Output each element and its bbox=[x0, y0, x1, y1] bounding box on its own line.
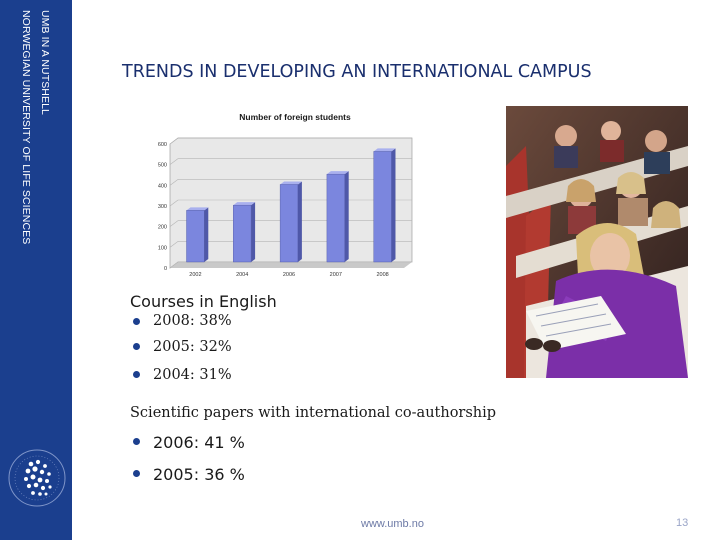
chart-bar-top bbox=[280, 181, 302, 185]
chart-xtick-label: 2006 bbox=[283, 272, 295, 278]
papers-heading: Scientific papers with international co-… bbox=[130, 405, 497, 421]
chart-bar bbox=[279, 184, 299, 263]
sidebar-university-label: NORWEGIAN UNIVERSITY OF LIFE SCIENCES bbox=[20, 10, 32, 245]
chart-xtick-label: 2004 bbox=[236, 272, 248, 278]
chart-ytick-label: 400 bbox=[158, 183, 167, 189]
chart-bar-side bbox=[391, 148, 396, 262]
chart-bar-side bbox=[251, 202, 256, 262]
chart-ytick-label: 600 bbox=[158, 142, 167, 148]
chart-gridline-depth bbox=[169, 158, 179, 165]
chart-bar-side bbox=[344, 171, 349, 262]
courses-item-2004: 2004: 31% bbox=[153, 367, 232, 383]
students-lecture-hall-photo bbox=[506, 106, 688, 378]
chart-bar-top bbox=[326, 171, 349, 175]
courses-item-2008: 2008: 38% bbox=[153, 313, 232, 329]
bullet-dot bbox=[133, 470, 140, 477]
chart-xtick-label: 2008 bbox=[376, 272, 388, 278]
courses-heading: Courses in English bbox=[130, 292, 277, 311]
chart-title: Number of foreign students bbox=[239, 112, 351, 122]
chart-bar bbox=[186, 210, 205, 263]
page-number: 13 bbox=[676, 517, 689, 529]
chart-gridline-depth bbox=[169, 199, 179, 207]
chart-ytick-label: 300 bbox=[158, 204, 167, 210]
chart-xtick-label: 2007 bbox=[330, 272, 342, 278]
chart-floor bbox=[170, 262, 412, 268]
chart-xtick-label: 2002 bbox=[189, 272, 201, 278]
chart-svg: Number of foreign students 0 100 200 300 400 5… bbox=[158, 112, 413, 278]
foreign-students-chart: Number of foreign students 0 100 200 300 400 5… bbox=[130, 106, 426, 280]
chart-gridline-depth bbox=[169, 179, 179, 186]
chart-ytick-label: 200 bbox=[158, 225, 167, 231]
bullet-dot bbox=[133, 343, 140, 350]
chart-bar bbox=[233, 204, 252, 263]
bullet-dot bbox=[133, 371, 140, 378]
chart-gridline-depth bbox=[169, 137, 179, 145]
chart-gridline-depth bbox=[169, 220, 179, 227]
chart-bar-top bbox=[373, 148, 396, 152]
chart-bar-side bbox=[297, 181, 302, 262]
chart-ytick-label: 0 bbox=[164, 266, 167, 272]
sidebar-section-label: UMB IN A NUTSHELL bbox=[39, 10, 51, 115]
chart-ytick-label: 100 bbox=[158, 245, 167, 251]
papers-item-2006: 2006: 41 % bbox=[153, 433, 245, 452]
bullet-dot bbox=[133, 438, 140, 445]
papers-item-2005: 2005: 36 % bbox=[153, 465, 245, 484]
chart-gridline-depth bbox=[169, 261, 179, 269]
courses-item-2005: 2005: 32% bbox=[153, 339, 232, 355]
chart-gridline-depth bbox=[169, 241, 179, 248]
sidebar: UMB IN A NUTSHELL NORWEGIAN UNIVERSITY O… bbox=[0, 0, 72, 540]
chart-bar bbox=[373, 151, 392, 263]
chart-bar-top bbox=[233, 202, 256, 206]
chart-bar-side bbox=[204, 207, 209, 262]
slide-title: TRENDS IN DEVELOPING AN INTERNATIONAL CA… bbox=[122, 62, 592, 82]
footer-url-link[interactable]: www.umb.no bbox=[361, 518, 424, 530]
bullet-dot bbox=[133, 318, 140, 325]
university-seal-logo bbox=[8, 449, 66, 507]
chart-bar bbox=[326, 173, 345, 263]
chart-bar-top bbox=[186, 207, 209, 211]
chart-ytick-label: 500 bbox=[158, 163, 167, 169]
